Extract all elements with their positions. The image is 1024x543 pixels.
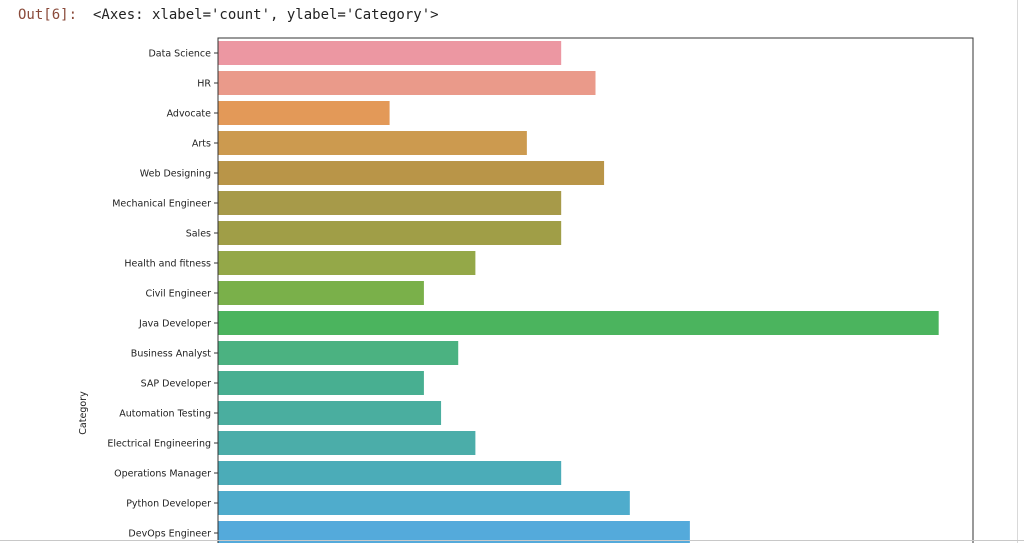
bar: [218, 491, 630, 515]
y-tick-label: Arts: [192, 139, 211, 150]
y-tick-label: Advocate: [167, 109, 212, 120]
y-axis-ticks: Data Science HR Advocate Arts Web Designing M…: [107, 49, 218, 540]
bar: [218, 101, 390, 125]
y-tick-label: Business Analyst: [131, 349, 211, 360]
y-tick-label: HR: [197, 79, 211, 90]
y-tick-label: Java Developer: [138, 319, 211, 330]
y-tick-label: SAP Developer: [141, 379, 211, 390]
bar: [218, 311, 939, 335]
bar: [218, 521, 690, 543]
output-repr-text: <Axes: xlabel='count', ylabel='Category'…: [93, 7, 439, 23]
y-tick-label: Web Designing: [140, 169, 211, 180]
bar: [218, 461, 562, 485]
y-tick-label: Mechanical Engineer: [112, 199, 211, 210]
y-tick-label: Operations Manager: [114, 469, 211, 480]
y-tick-label: Electrical Engineering: [107, 439, 211, 450]
y-tick-label: Python Developer: [126, 499, 211, 510]
output-prompt: Out[6]:: [18, 7, 78, 23]
y-tick-label: DevOps Engineer: [128, 529, 211, 540]
bar: [218, 401, 442, 425]
bar: [218, 191, 562, 215]
bar: [218, 161, 605, 185]
cell-border-right: [1017, 0, 1018, 543]
y-axis-label: Category: [78, 391, 89, 435]
bar: [218, 281, 424, 305]
bars-group: [218, 41, 939, 543]
output-line: Out[6]: <Axes: xlabel='count', ylabel='C…: [18, 4, 439, 26]
y-tick-label: Sales: [186, 229, 211, 240]
y-tick-label: Health and fitness: [124, 259, 211, 270]
axes-frame: [217, 37, 974, 543]
bar: [218, 371, 424, 395]
bar: [218, 341, 459, 365]
y-tick-label: Civil Engineer: [145, 289, 211, 300]
bar: [218, 71, 596, 95]
bar: [218, 221, 562, 245]
y-tick-label: Data Science: [148, 49, 211, 60]
y-tick-label: Automation Testing: [119, 409, 211, 420]
bar: [218, 251, 476, 275]
bar: [218, 41, 562, 65]
bar: [218, 131, 527, 155]
bar: [218, 431, 476, 455]
cell-border-bottom: [0, 540, 1024, 541]
